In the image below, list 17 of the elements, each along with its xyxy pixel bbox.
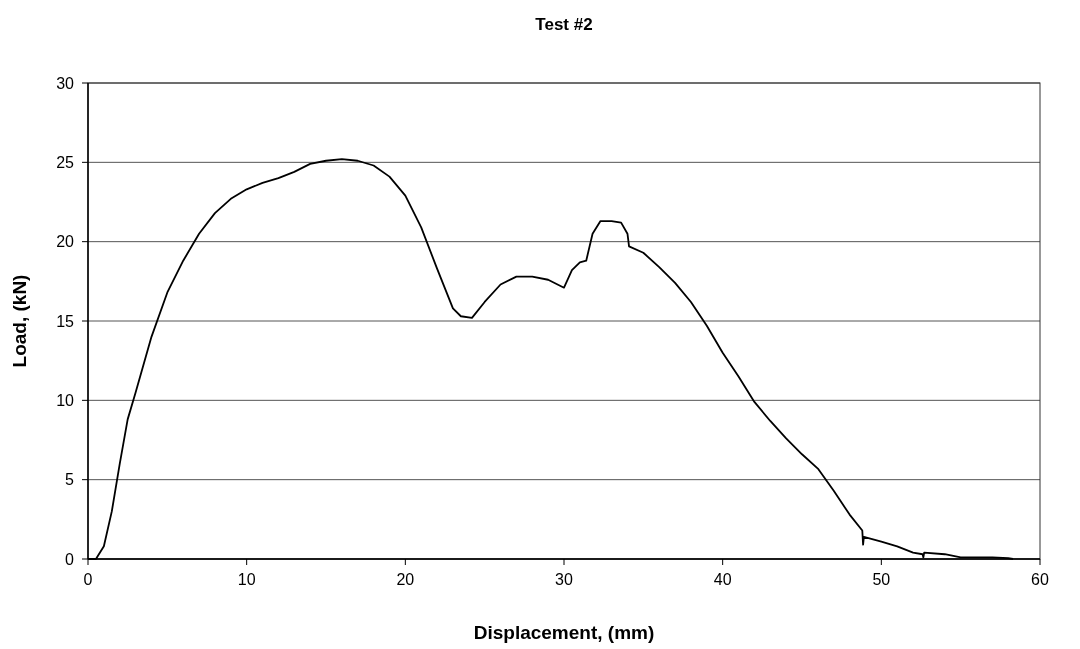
x-tick-label: 20: [396, 571, 415, 588]
x-tick-label: 60: [1031, 571, 1049, 588]
x-axis-title: Displacement, (mm): [473, 622, 655, 643]
x-tick-label: 0: [83, 571, 93, 588]
x-tick-label: 10: [237, 571, 256, 588]
x-tick-label: 40: [713, 571, 732, 588]
y-tick-label: 5: [65, 471, 75, 489]
y-tick-label: 30: [56, 74, 75, 92]
y-tick-label: 0: [65, 550, 75, 568]
y-axis-title: Load, (kN): [9, 274, 30, 368]
x-tick-label: 50: [872, 571, 891, 588]
chart-title: Test #2: [535, 15, 593, 34]
y-tick-label: 15: [56, 312, 75, 330]
y-tick-label: 25: [56, 153, 75, 171]
y-tick-label: 10: [56, 391, 75, 409]
x-tick-label: 30: [555, 571, 573, 588]
y-tick-label: 20: [56, 233, 75, 251]
